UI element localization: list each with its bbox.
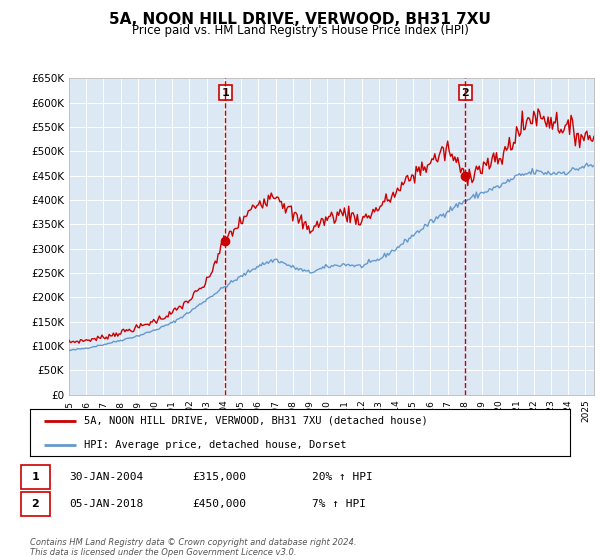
Text: £315,000: £315,000 — [192, 472, 246, 482]
Text: 05-JAN-2018: 05-JAN-2018 — [69, 499, 143, 509]
Text: 1: 1 — [32, 472, 39, 482]
Text: 5A, NOON HILL DRIVE, VERWOOD, BH31 7XU: 5A, NOON HILL DRIVE, VERWOOD, BH31 7XU — [109, 12, 491, 27]
Text: 2: 2 — [32, 499, 39, 509]
Text: Price paid vs. HM Land Registry's House Price Index (HPI): Price paid vs. HM Land Registry's House … — [131, 24, 469, 36]
Text: HPI: Average price, detached house, Dorset: HPI: Average price, detached house, Dors… — [84, 440, 347, 450]
Text: 30-JAN-2004: 30-JAN-2004 — [69, 472, 143, 482]
Text: 1: 1 — [221, 87, 229, 97]
Text: Contains HM Land Registry data © Crown copyright and database right 2024.
This d: Contains HM Land Registry data © Crown c… — [30, 538, 356, 557]
Text: 7% ↑ HPI: 7% ↑ HPI — [312, 499, 366, 509]
Text: 2: 2 — [461, 87, 469, 97]
Text: 20% ↑ HPI: 20% ↑ HPI — [312, 472, 373, 482]
Text: £450,000: £450,000 — [192, 499, 246, 509]
Text: 5A, NOON HILL DRIVE, VERWOOD, BH31 7XU (detached house): 5A, NOON HILL DRIVE, VERWOOD, BH31 7XU (… — [84, 416, 428, 426]
